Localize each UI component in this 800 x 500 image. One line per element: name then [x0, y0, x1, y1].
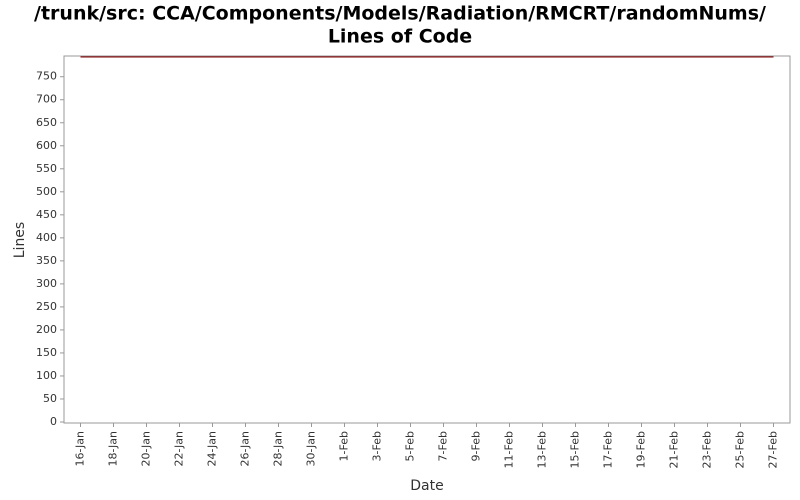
x-tick-label: 13-Feb	[536, 431, 549, 468]
y-tick-label: 100	[36, 369, 57, 382]
x-tick-label: 18-Jan	[107, 431, 120, 467]
y-tick-label: 150	[36, 346, 57, 359]
x-tick-label: 30-Jan	[305, 431, 318, 467]
y-tick-label: 50	[43, 392, 57, 405]
x-tick-label: 22-Jan	[173, 431, 186, 467]
y-tick-label: 500	[36, 185, 57, 198]
x-tick-label: 28-Jan	[272, 431, 285, 467]
x-tick-label: 24-Jan	[206, 431, 219, 467]
x-tick-label: 27-Feb	[767, 431, 780, 468]
x-tick-label: 26-Jan	[239, 431, 252, 467]
y-tick-label: 600	[36, 139, 57, 152]
y-tick-label: 350	[36, 254, 57, 267]
x-tick-label: 15-Feb	[569, 431, 582, 468]
x-tick-label: 1-Feb	[338, 431, 351, 461]
y-axis-label: Lines	[12, 222, 28, 258]
x-tick-label: 5-Feb	[404, 431, 417, 461]
y-tick-label: 750	[36, 70, 57, 83]
x-tick-label: 17-Feb	[602, 431, 615, 468]
x-tick-label: 11-Feb	[503, 431, 516, 468]
y-tick-label: 0	[50, 415, 57, 428]
y-tick-label: 450	[36, 208, 57, 221]
y-tick-label: 200	[36, 323, 57, 336]
chart-title: Lines of Code	[328, 26, 472, 48]
y-tick-label: 650	[36, 116, 57, 129]
y-tick-label: 250	[36, 300, 57, 313]
x-tick-label: 9-Feb	[470, 431, 483, 461]
y-tick-label: 400	[36, 231, 57, 244]
x-tick-label: 25-Feb	[734, 431, 747, 468]
x-axis-label: Date	[410, 478, 443, 494]
y-tick-label: 700	[36, 93, 57, 106]
chart-title: /trunk/src: CCA/Components/Models/Radiat…	[34, 3, 766, 25]
y-tick-label: 300	[36, 277, 57, 290]
y-tick-label: 550	[36, 162, 57, 175]
x-tick-label: 21-Feb	[668, 431, 681, 468]
x-tick-label: 19-Feb	[635, 431, 648, 468]
plot-area	[63, 55, 791, 424]
x-tick-label: 3-Feb	[371, 431, 384, 461]
x-tick-label: 23-Feb	[701, 431, 714, 468]
x-tick-label: 20-Jan	[140, 431, 153, 467]
x-tick-label: 7-Feb	[437, 431, 450, 461]
x-tick-label: 16-Jan	[74, 431, 87, 467]
